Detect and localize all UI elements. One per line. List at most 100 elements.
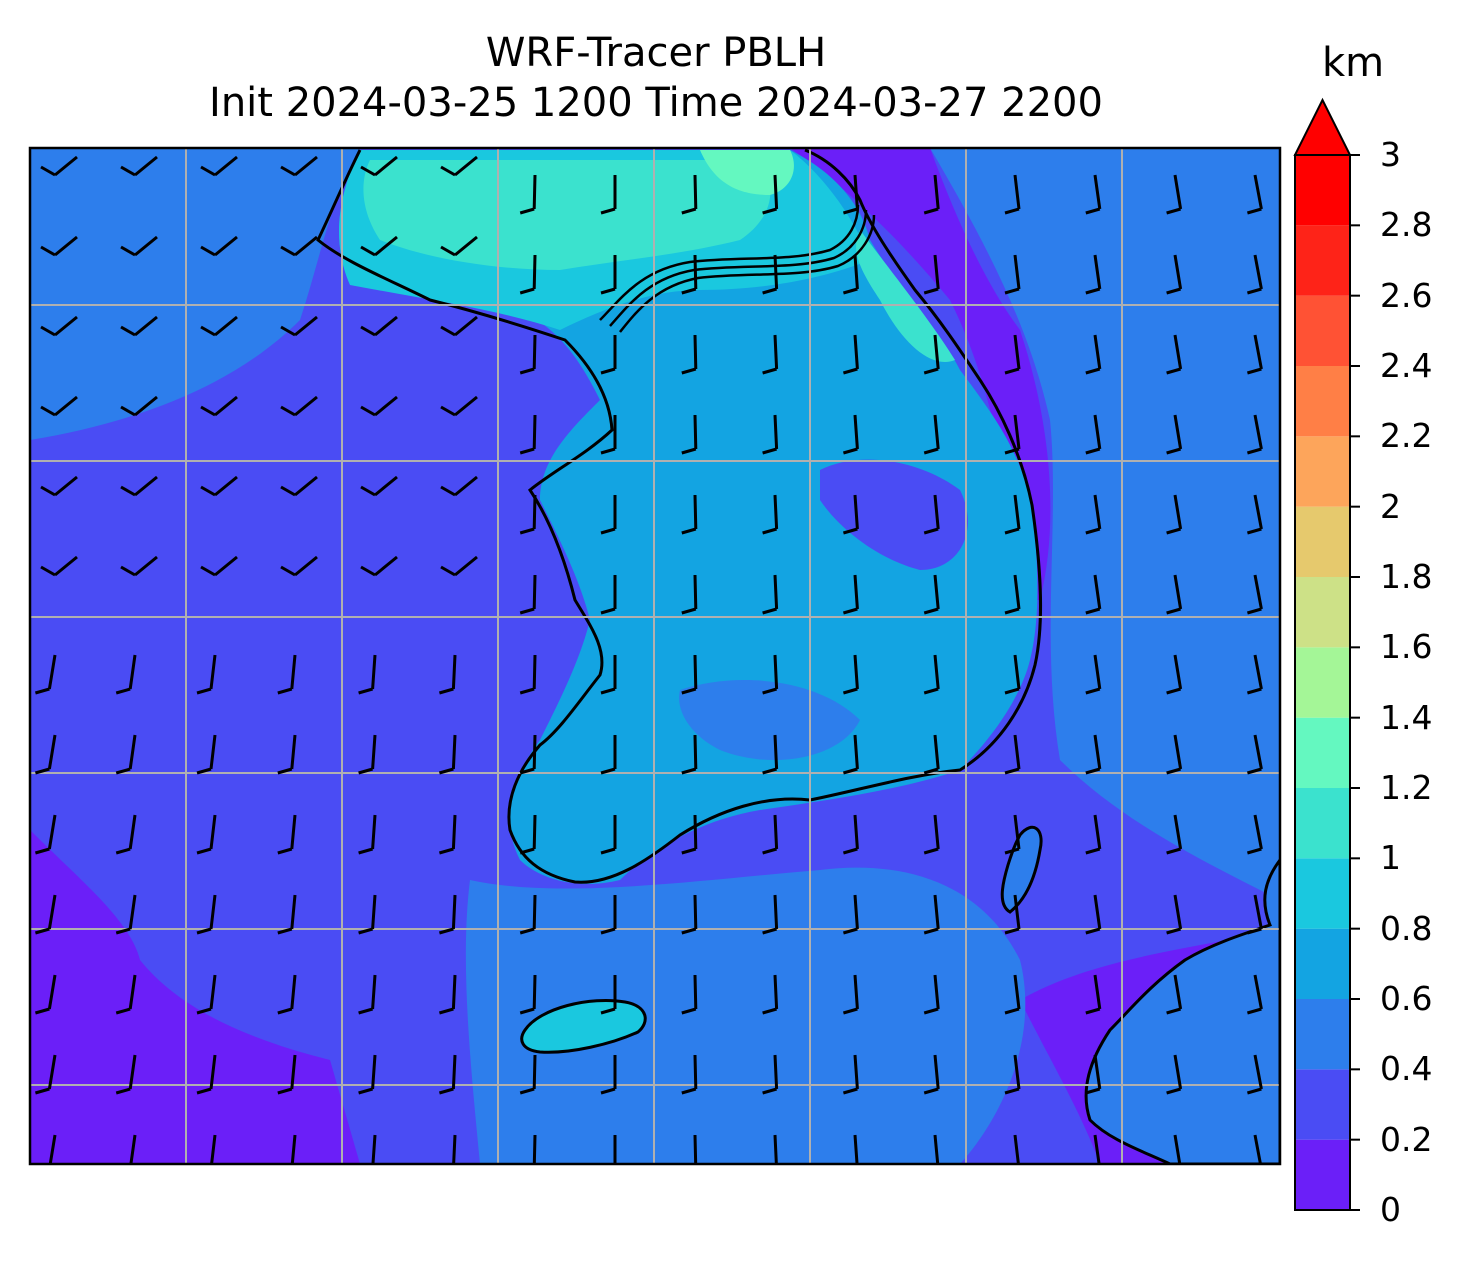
colorbar-swatch <box>1295 717 1350 788</box>
wind-barb <box>1246 414 1263 455</box>
wind-barb <box>360 555 398 577</box>
colorbar-swatch <box>1295 788 1350 859</box>
inland-low-pblh-patch-2 <box>679 680 860 760</box>
wind-barb <box>1085 494 1102 535</box>
wind-barb <box>120 395 158 417</box>
wind-barb <box>1166 174 1183 215</box>
wind-barb <box>519 334 537 375</box>
wind-barb <box>681 734 698 775</box>
colorbar-swatch <box>1295 155 1350 226</box>
wind-barb <box>115 894 137 935</box>
colorbar-tick-label: 3 <box>1380 135 1401 174</box>
wind-barb <box>360 475 398 497</box>
colorbar-tick-label: 2.2 <box>1380 416 1433 456</box>
wind-barb <box>196 1054 217 1095</box>
wind-barb <box>1085 974 1102 1015</box>
ocean-very-low-sw <box>30 830 360 1164</box>
wind-barb <box>519 174 537 215</box>
wind-barb <box>280 475 318 497</box>
wind-barb <box>440 475 478 497</box>
wind-barb <box>519 574 537 615</box>
wind-barb <box>280 315 318 337</box>
wind-barb <box>120 155 158 177</box>
wind-barb <box>923 494 940 535</box>
wind-barb <box>762 414 779 455</box>
ocean-mixed-layer-east <box>930 148 1280 900</box>
wind-barb <box>438 894 457 935</box>
wind-barb <box>115 734 137 775</box>
colorbar-swatch <box>1295 225 1350 296</box>
colorbar-swatch <box>1295 577 1350 648</box>
colorbar-tick-label: 1.8 <box>1380 557 1433 596</box>
wind-barb <box>1246 574 1263 615</box>
wind-barb <box>923 654 940 695</box>
wind-barb <box>1004 654 1021 695</box>
colorbar-swatch <box>1295 999 1350 1070</box>
wind-barb <box>1246 894 1263 935</box>
wind-barb <box>358 894 377 935</box>
colorbar-tick-label: 0.4 <box>1380 1049 1433 1089</box>
wind-barb <box>1004 574 1021 615</box>
colorbar-swatch <box>1295 858 1350 929</box>
wind-barb <box>115 974 137 1015</box>
map-field <box>30 148 1280 1164</box>
wind-barb <box>34 974 57 1015</box>
border-dmz-3 <box>619 214 876 333</box>
wind-barb <box>1085 894 1102 935</box>
colorbar-swatch <box>1295 1139 1350 1210</box>
wind-barb <box>842 814 859 855</box>
land-korea-peninsula <box>339 150 1038 884</box>
wind-barb <box>277 814 297 855</box>
wind-barb <box>1166 574 1183 615</box>
colorbar <box>1293 97 1360 1211</box>
wind-barb <box>600 975 617 1015</box>
wind-barb <box>440 155 478 177</box>
wind-barb <box>1166 254 1183 295</box>
wind-barb <box>1246 174 1263 215</box>
wind-barb <box>923 574 940 615</box>
border-dmz-2 <box>609 209 868 327</box>
ocean-mixed-layer-south <box>465 867 1026 1164</box>
wind-barb <box>438 734 457 775</box>
wind-barb <box>600 415 617 455</box>
colorbar-extend-arrow <box>1293 97 1352 156</box>
colorbar-tick-label: 2.8 <box>1380 205 1433 245</box>
wind-barb <box>519 1054 537 1095</box>
wind-barb <box>280 155 318 177</box>
wind-barb <box>681 894 698 935</box>
wind-barb <box>1085 174 1102 215</box>
wind-barb <box>196 814 217 855</box>
wind-barb <box>358 654 377 695</box>
land-peak-pblh-northeast <box>700 150 794 195</box>
inland-low-pblh-patch <box>820 459 968 570</box>
colorbar-unit: km <box>1322 40 1385 86</box>
wind-barbs <box>34 155 1263 1164</box>
wind-barb <box>280 395 318 417</box>
wind-barb <box>1166 814 1183 855</box>
colorbar-tick-label: 0.8 <box>1380 908 1433 948</box>
wind-barb <box>196 894 217 935</box>
colorbar-tick-label: 0.6 <box>1380 979 1433 1018</box>
wind-barb <box>40 475 78 497</box>
wind-barb <box>358 974 377 1015</box>
wind-barb <box>923 894 940 935</box>
wind-barb <box>40 155 78 177</box>
wind-barb <box>842 894 859 935</box>
wind-barb <box>34 654 57 695</box>
wind-barb <box>681 334 698 375</box>
wind-barb <box>842 174 859 215</box>
wind-barb <box>200 475 238 497</box>
wind-barb <box>762 814 779 855</box>
wind-barb <box>34 894 57 935</box>
wind-barb <box>681 414 698 455</box>
title-line-1: WRF-Tracer PBLH <box>485 30 827 76</box>
wind-barb <box>1166 654 1183 695</box>
wind-barb <box>360 315 398 337</box>
colorbar-tick-label: 1 <box>1380 838 1401 878</box>
wind-barb <box>358 1054 377 1095</box>
wind-barb <box>519 254 537 295</box>
wind-barb <box>762 894 779 935</box>
wind-barb <box>1246 734 1263 775</box>
wind-barb <box>200 155 238 177</box>
